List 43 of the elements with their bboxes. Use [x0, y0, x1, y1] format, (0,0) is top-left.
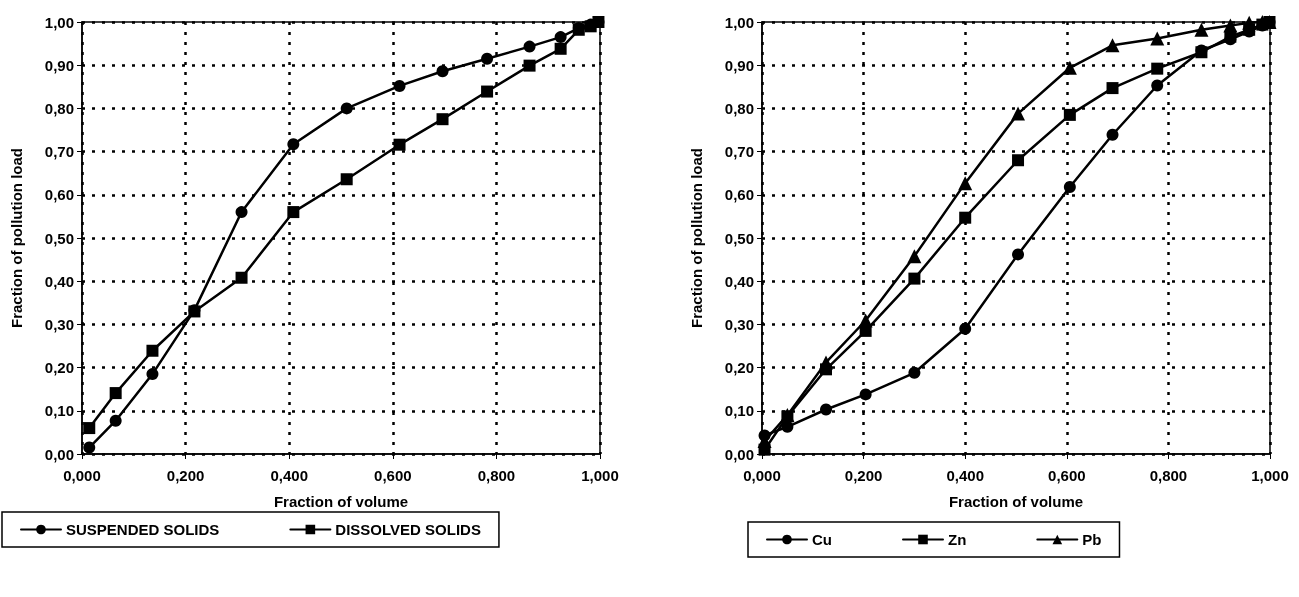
x-tick-label: 0,600 — [374, 467, 412, 484]
y-tick-label: 0,50 — [44, 229, 74, 247]
x-tick-label: 0,800 — [477, 467, 516, 484]
x-tick-label: 0,400 — [946, 467, 984, 484]
y-tick-label: 0,40 — [724, 272, 754, 290]
x-tick-label: 0,200 — [166, 467, 205, 484]
y-tick-label: 0,80 — [724, 99, 754, 117]
y-tick-label: 0,00 — [724, 445, 754, 463]
y-tick-label: 0,30 — [44, 315, 74, 333]
x-tick-label: 0,600 — [1048, 467, 1086, 484]
y-tick-label: 0,90 — [44, 56, 74, 74]
y-axis-title: Fraction of pollution load — [688, 148, 705, 328]
y-tick-label: 0,90 — [724, 56, 754, 74]
y-tick-label: 0,40 — [44, 272, 74, 290]
y-tick-label: 0,20 — [44, 359, 74, 377]
y-tick-label: 0,60 — [724, 186, 754, 204]
legend-label: Pb — [1082, 531, 1102, 548]
x-tick-label: 0,000 — [63, 467, 101, 484]
y-tick-label: 0,60 — [44, 186, 74, 204]
x-tick-label: 0,400 — [270, 467, 308, 484]
x-tick-label: 0,000 — [743, 467, 781, 484]
x-tick-label: 0,200 — [844, 467, 883, 484]
y-tick-label: 0,20 — [724, 359, 754, 377]
y-tick-label: 0,00 — [44, 445, 74, 463]
y-tick-label: 0,70 — [724, 143, 754, 161]
y-tick-label: 0,80 — [44, 99, 74, 117]
y-tick-label: 0,10 — [724, 402, 754, 420]
y-tick-label: 0,70 — [44, 143, 74, 161]
y-axis-title: Fraction of pollution load — [8, 148, 25, 328]
x-tick-label: 1,000 — [581, 467, 619, 484]
y-tick-label: 1,00 — [44, 13, 74, 31]
x-tick-label: 1,000 — [1251, 467, 1289, 484]
legend-label: DISSOLVED SOLIDS — [335, 521, 481, 538]
x-axis-title: Fraction of volume — [273, 493, 409, 510]
y-tick-label: 0,10 — [44, 402, 74, 420]
legend-label: SUSPENDED SOLIDS — [66, 521, 220, 538]
legend-label: Cu — [812, 531, 832, 548]
x-axis-title: Fraction of volume — [948, 493, 1084, 510]
y-tick-label: 1,00 — [724, 13, 754, 31]
x-tick-label: 0,800 — [1149, 467, 1188, 484]
y-tick-label: 0,30 — [724, 315, 754, 333]
y-tick-label: 0,50 — [724, 229, 754, 247]
legend-label: Zn — [948, 531, 967, 548]
